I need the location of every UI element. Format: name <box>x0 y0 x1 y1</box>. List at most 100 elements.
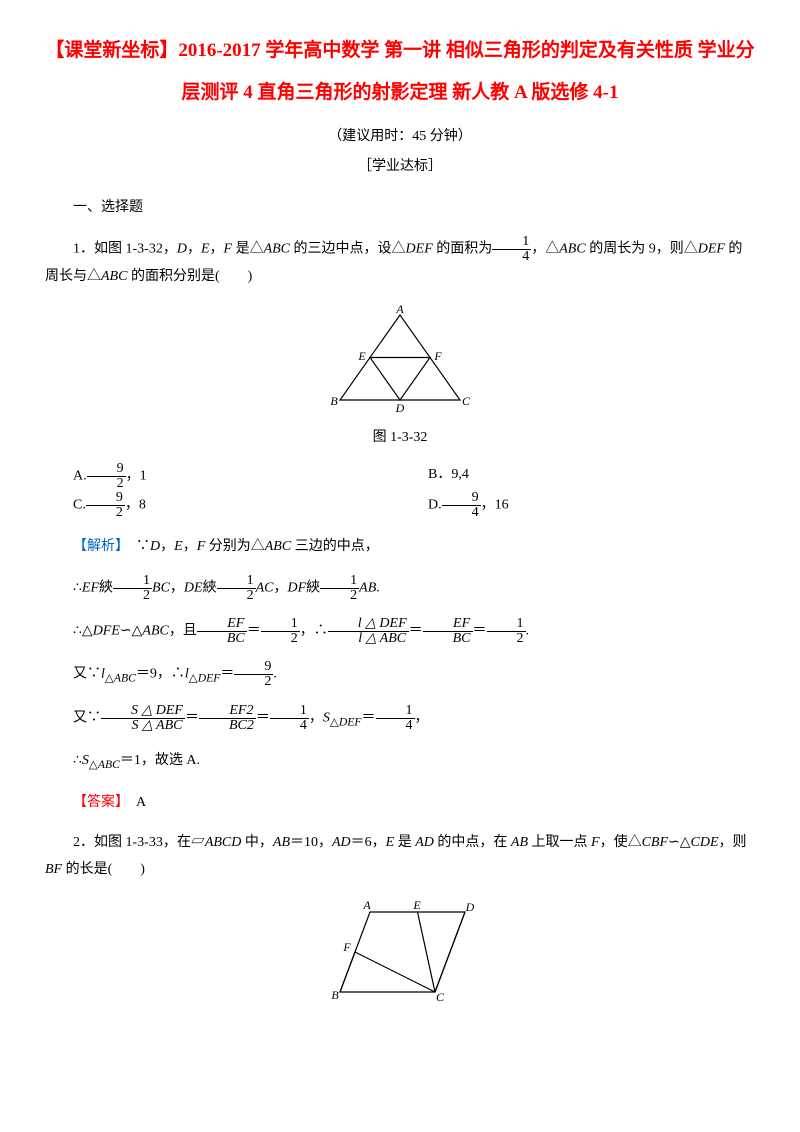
text: ∵ <box>122 539 150 554</box>
text: ， <box>183 539 197 554</box>
text: ∽△ <box>120 624 143 639</box>
var: ABC <box>101 269 127 284</box>
numerator: l △ DEF <box>328 617 409 632</box>
var: F <box>197 539 206 554</box>
var: ABC <box>265 539 291 554</box>
text: . <box>526 624 530 639</box>
text: ＝1，故选 A. <box>120 753 200 768</box>
text: 綊 <box>99 581 113 596</box>
var: AD <box>332 835 351 850</box>
var: ABC <box>264 242 290 257</box>
text: ＝ <box>362 711 376 726</box>
var: BC <box>152 581 170 596</box>
var: D <box>177 242 187 257</box>
svg-text:F: F <box>342 940 351 954</box>
text: ，且 <box>169 624 197 639</box>
denominator: 2 <box>87 477 126 491</box>
text: 綊 <box>306 581 320 596</box>
denominator: 2 <box>113 589 152 603</box>
answer-label: 【答案】 <box>73 795 122 810</box>
text: ，16 <box>481 497 509 512</box>
text: ＝9，∴ <box>136 667 185 682</box>
svg-text:B: B <box>331 988 339 1002</box>
text: 是△ <box>232 242 264 257</box>
numerator: 1 <box>492 235 531 250</box>
text: 是 <box>394 835 415 850</box>
text: ， <box>160 539 174 554</box>
numerator: 1 <box>320 574 359 589</box>
text: ＝ <box>185 711 199 726</box>
text: ， <box>187 242 201 257</box>
text: ，则 <box>719 835 747 850</box>
svg-text:D: D <box>465 900 475 914</box>
text: ＝ <box>409 624 423 639</box>
q1-stem: 1．如图 1-3-32，D，E，F 是△ABC 的三边中点，设△DEF 的面积为… <box>45 235 755 291</box>
text: . <box>376 581 380 596</box>
text: 上取一点 <box>528 835 591 850</box>
var: D <box>150 539 160 554</box>
denominator: BC <box>197 632 247 646</box>
denominator: 4 <box>442 506 481 520</box>
section-tag: ［学业达标］ <box>45 154 755 181</box>
numerator: 1 <box>261 617 300 632</box>
var: E <box>386 835 395 850</box>
denominator: 2 <box>320 589 359 603</box>
svg-text:E: E <box>357 349 366 363</box>
text: △ <box>189 672 198 685</box>
var: AC <box>256 581 274 596</box>
text: ， <box>309 711 323 726</box>
text: ， <box>273 581 287 596</box>
text: △ <box>105 672 114 685</box>
denominator: 2 <box>234 675 273 689</box>
numerator: 9 <box>234 660 273 675</box>
numerator: 1 <box>487 617 526 632</box>
var: AB <box>511 835 528 850</box>
var: ABC <box>142 624 168 639</box>
option-d: D.94，16 <box>400 491 755 520</box>
text: ∴ <box>73 581 82 596</box>
q1-solution-line3: ∴△DFE∽△ABC，且EFBC＝12，∴l △ DEFl △ ABC＝EFBC… <box>45 617 755 646</box>
text: ，△ <box>531 242 559 257</box>
var: DF <box>287 581 306 596</box>
svg-text:B: B <box>330 394 338 408</box>
var: ABC <box>114 672 136 685</box>
text: 的三边中点，设△ <box>290 242 406 257</box>
svg-text:C: C <box>462 394 471 408</box>
svg-text:C: C <box>436 990 445 1004</box>
denominator: 2 <box>217 589 256 603</box>
var: DE <box>184 581 203 596</box>
text: ，使△ <box>600 835 642 850</box>
svg-text:A: A <box>395 305 404 316</box>
text: 又∵ <box>73 667 101 682</box>
text: ， <box>415 711 429 726</box>
document-title: 【课堂新坐标】2016-2017 学年高中数学 第一讲 相似三角形的判定及有关性… <box>45 30 755 114</box>
denominator: BC <box>423 632 473 646</box>
q2-stem: 2．如图 1-3-33，在▱ABCD 中，AB＝10，AD＝6，E 是 AD 的… <box>45 830 755 883</box>
suggested-time: （建议用时：45 分钟） <box>45 124 755 151</box>
q1-options: A.92，1 B．9,4 C.92，8 D.94，16 <box>45 462 755 520</box>
text: 的面积分别是( ) <box>127 269 252 284</box>
denominator: 4 <box>376 719 415 733</box>
text: 的周长为 9，则△ <box>586 242 698 257</box>
var: DEF <box>698 242 725 257</box>
denominator: 2 <box>86 506 125 520</box>
answer-value: A <box>122 795 146 810</box>
text: ＝6， <box>351 835 386 850</box>
var: S <box>323 711 330 726</box>
text: 的中点，在 <box>434 835 511 850</box>
parallelogram-diagram: A E D F B C <box>315 897 485 1007</box>
text: ， <box>210 242 224 257</box>
text: 2．如图 1-3-33，在▱ <box>73 835 205 850</box>
var: DEF <box>406 242 433 257</box>
triangle-diagram: A B C D E F <box>320 305 480 415</box>
numerator: S △ DEF <box>101 704 185 719</box>
denominator: 4 <box>270 719 309 733</box>
q1-figure: A B C D E F <box>45 305 755 415</box>
var: DEF <box>339 715 362 728</box>
text: . <box>273 667 277 682</box>
q1-solution-line4: 又∵l△ABC＝9，∴l△DEF＝92. <box>45 660 755 690</box>
text: 的面积为 <box>433 242 493 257</box>
var: ABC <box>98 757 120 770</box>
solution-label: 【解析】 <box>73 539 122 554</box>
numerator: 9 <box>87 462 126 477</box>
